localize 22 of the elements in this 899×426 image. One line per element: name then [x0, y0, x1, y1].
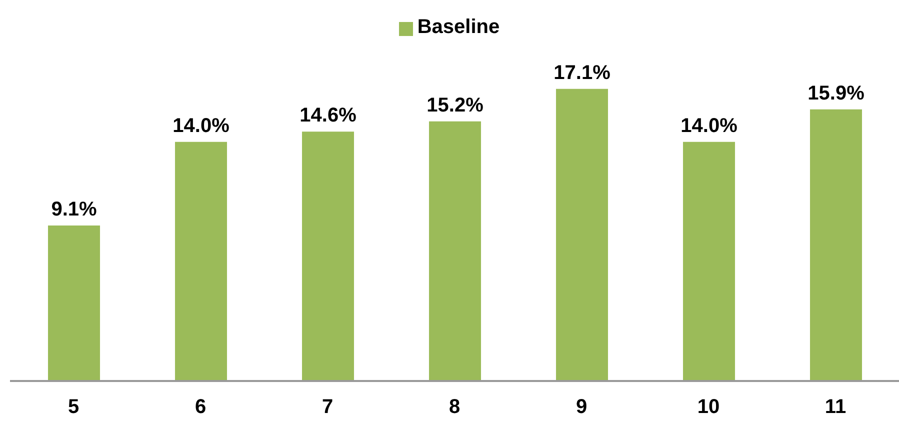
- data-label: 9.1%: [51, 198, 98, 221]
- x-tick-label: 10: [697, 396, 720, 418]
- data-label: 14.0%: [680, 114, 738, 137]
- data-label: 15.2%: [426, 94, 484, 116]
- bar: [683, 142, 735, 381]
- bar: [556, 88, 608, 381]
- data-label: 14.0%: [172, 114, 230, 137]
- bar: [175, 142, 227, 381]
- x-tick-label: 6: [194, 396, 206, 418]
- x-tick-label: 8: [448, 396, 460, 418]
- x-tick-label: 7: [322, 396, 334, 418]
- data-label: 15.9%: [808, 82, 865, 104]
- bar: [48, 226, 100, 381]
- x-tick-label: 5: [68, 396, 80, 418]
- data-label: 17.1%: [554, 62, 611, 84]
- data-label: 14.6%: [300, 104, 357, 127]
- legend-label: Baseline: [417, 16, 500, 38]
- bar: [302, 132, 354, 381]
- bar: [810, 109, 862, 381]
- x-tick-label: 9: [576, 396, 588, 418]
- x-tick-label: 11: [824, 396, 846, 418]
- bar: [429, 121, 481, 381]
